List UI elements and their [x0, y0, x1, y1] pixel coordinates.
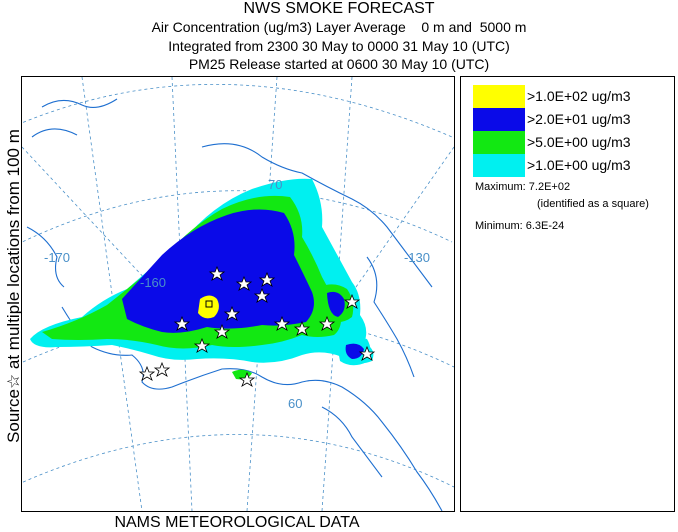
map-subtitle-concentration: Air Concentration (ug/m3) Layer Average … — [151, 19, 527, 35]
source-star-15 — [318, 315, 336, 331]
legend-maximum-note: (identified as a square) — [537, 198, 649, 210]
source-star-13 — [238, 371, 256, 387]
maximum-marker-square — [205, 300, 213, 308]
north-slope-coast — [201, 143, 433, 288]
southern-coast — [61, 306, 443, 511]
latitude-line-70 — [22, 190, 453, 243]
lat-label-60: 60 — [288, 396, 302, 411]
map-subtitle-release: PM25 Release started at 0600 30 May 10 (… — [188, 56, 490, 72]
lon-label-160: -160 — [140, 275, 166, 290]
smoke-map: -170 -160 -130 70 60 — [22, 77, 454, 511]
latitude-line-50 — [22, 434, 454, 488]
source-star-5 — [173, 315, 191, 331]
source-star-7 — [273, 315, 291, 331]
source-star-1 — [208, 265, 226, 281]
legend-item-4: >1.0E+00 ug/m3 — [473, 154, 669, 177]
latitude-line-80 — [22, 84, 453, 138]
source-star-11 — [138, 365, 156, 381]
source-star-9 — [343, 293, 361, 309]
legend-swatch-3 — [473, 131, 525, 154]
yukon-coast — [366, 256, 415, 378]
coastline — [26, 98, 443, 511]
longitude-line-f — [341, 146, 454, 308]
legend-maximum: Maximum: 7.2E+02 — [475, 181, 571, 193]
legend-swatch-2 — [473, 108, 525, 131]
legend-swatch-4 — [473, 154, 525, 177]
legend-item-2: >2.0E+01 ug/m3 — [473, 108, 669, 131]
longitude-line-e — [22, 146, 163, 298]
legend-panel: >1.0E+02 ug/m3 >2.0E+01 ug/m3 >5.0E+00 u… — [460, 76, 675, 512]
map-subtitle-period: Integrated from 2300 30 May to 0000 31 M… — [168, 38, 510, 54]
source-star-2 — [235, 275, 253, 291]
legend-minimum: Minimum: 6.3E-24 — [475, 220, 565, 232]
source-star-12 — [153, 361, 171, 377]
source-star-16 — [213, 323, 231, 339]
plume-level-3-east — [327, 291, 345, 317]
plume-level-3-southeast — [345, 343, 364, 359]
legend-item-1: >1.0E+02 ug/m3 — [473, 85, 669, 108]
source-markers — [138, 265, 376, 387]
source-star-10 — [358, 345, 376, 361]
legend-label-2: >2.0E+01 ug/m3 — [527, 111, 631, 127]
source-star-8 — [293, 320, 311, 336]
source-star-4 — [223, 305, 241, 321]
source-star-6 — [193, 337, 211, 353]
lon-label-170: -170 — [44, 250, 70, 265]
panhandle-coast — [321, 406, 383, 478]
map-title: NWS SMOKE FORECAST — [243, 0, 435, 17]
siberia-coast — [26, 226, 65, 288]
lat-label-70: 70 — [268, 177, 282, 192]
legend-label-3: >5.0E+00 ug/m3 — [527, 134, 631, 150]
legend-swatch-1 — [473, 85, 525, 108]
arctic-islands — [31, 98, 118, 138]
longitude-line-a — [81, 77, 143, 511]
legend-item-3: >5.0E+00 ug/m3 — [473, 131, 669, 154]
lon-label-130: -130 — [404, 250, 430, 265]
legend-label-1: >1.0E+02 ug/m3 — [527, 88, 631, 104]
map-footer: NAMS METEOROLOGICAL DATA — [114, 514, 360, 531]
source-star-14 — [258, 271, 276, 287]
map-panel[interactable]: -170 -160 -130 70 60 — [21, 76, 455, 512]
legend-label-4: >1.0E+00 ug/m3 — [527, 157, 631, 173]
source-star-3 — [253, 287, 271, 303]
